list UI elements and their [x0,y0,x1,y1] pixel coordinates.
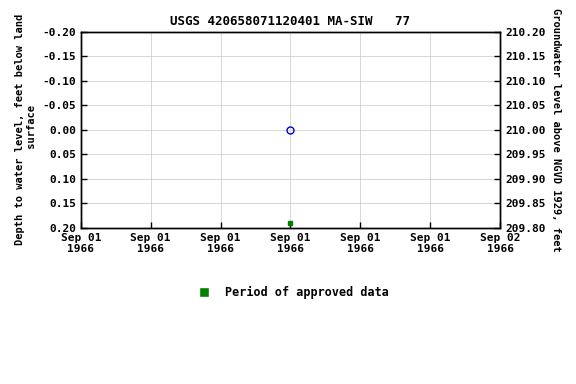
Title: USGS 420658071120401 MA-SIW   77: USGS 420658071120401 MA-SIW 77 [170,15,411,28]
Y-axis label: Depth to water level, feet below land
 surface: Depth to water level, feet below land su… [15,14,37,245]
Legend: Period of approved data: Period of approved data [187,281,393,304]
Y-axis label: Groundwater level above NGVD 1929, feet: Groundwater level above NGVD 1929, feet [551,8,561,252]
